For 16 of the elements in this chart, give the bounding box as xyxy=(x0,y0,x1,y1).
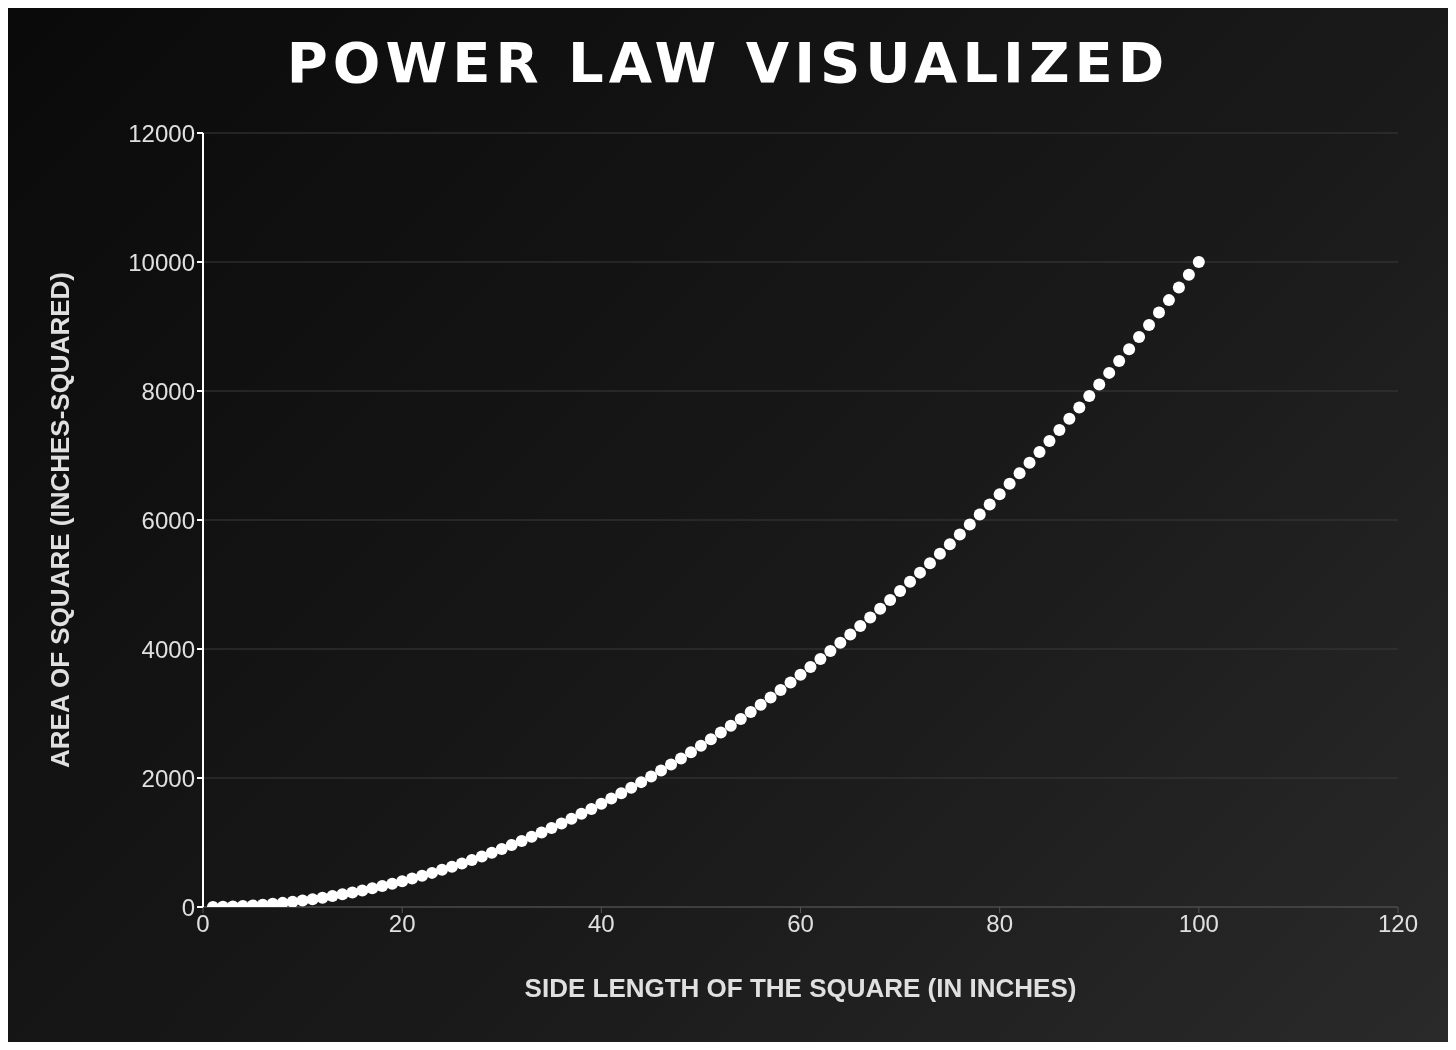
x-tick-label: 80 xyxy=(986,910,1014,938)
x-tick-label: 120 xyxy=(1377,910,1419,938)
y-tick-label: 8000 xyxy=(141,377,195,405)
y-tick-label: 12000 xyxy=(128,119,195,147)
y-tick-label: 4000 xyxy=(141,635,195,663)
y-axis-title: AREA OF SQUARE (INCHES-SQUARED) xyxy=(45,272,76,768)
y-tick-label: 2000 xyxy=(141,764,195,792)
x-tick-label: 60 xyxy=(787,910,814,938)
y-tick-label: 0 xyxy=(181,893,195,921)
y-tick-label: 6000 xyxy=(141,506,195,534)
x-tick-label: 100 xyxy=(1178,910,1219,938)
y-tick-label: 10000 xyxy=(128,248,195,276)
x-tick-label: 40 xyxy=(587,910,615,938)
chart-title: POWER LAW VISUALIZED xyxy=(285,30,1171,95)
x-axis-title: SIDE LENGTH OF THE SQUARE (IN INCHES) xyxy=(524,973,1077,1003)
x-tick-label: 20 xyxy=(388,910,416,938)
